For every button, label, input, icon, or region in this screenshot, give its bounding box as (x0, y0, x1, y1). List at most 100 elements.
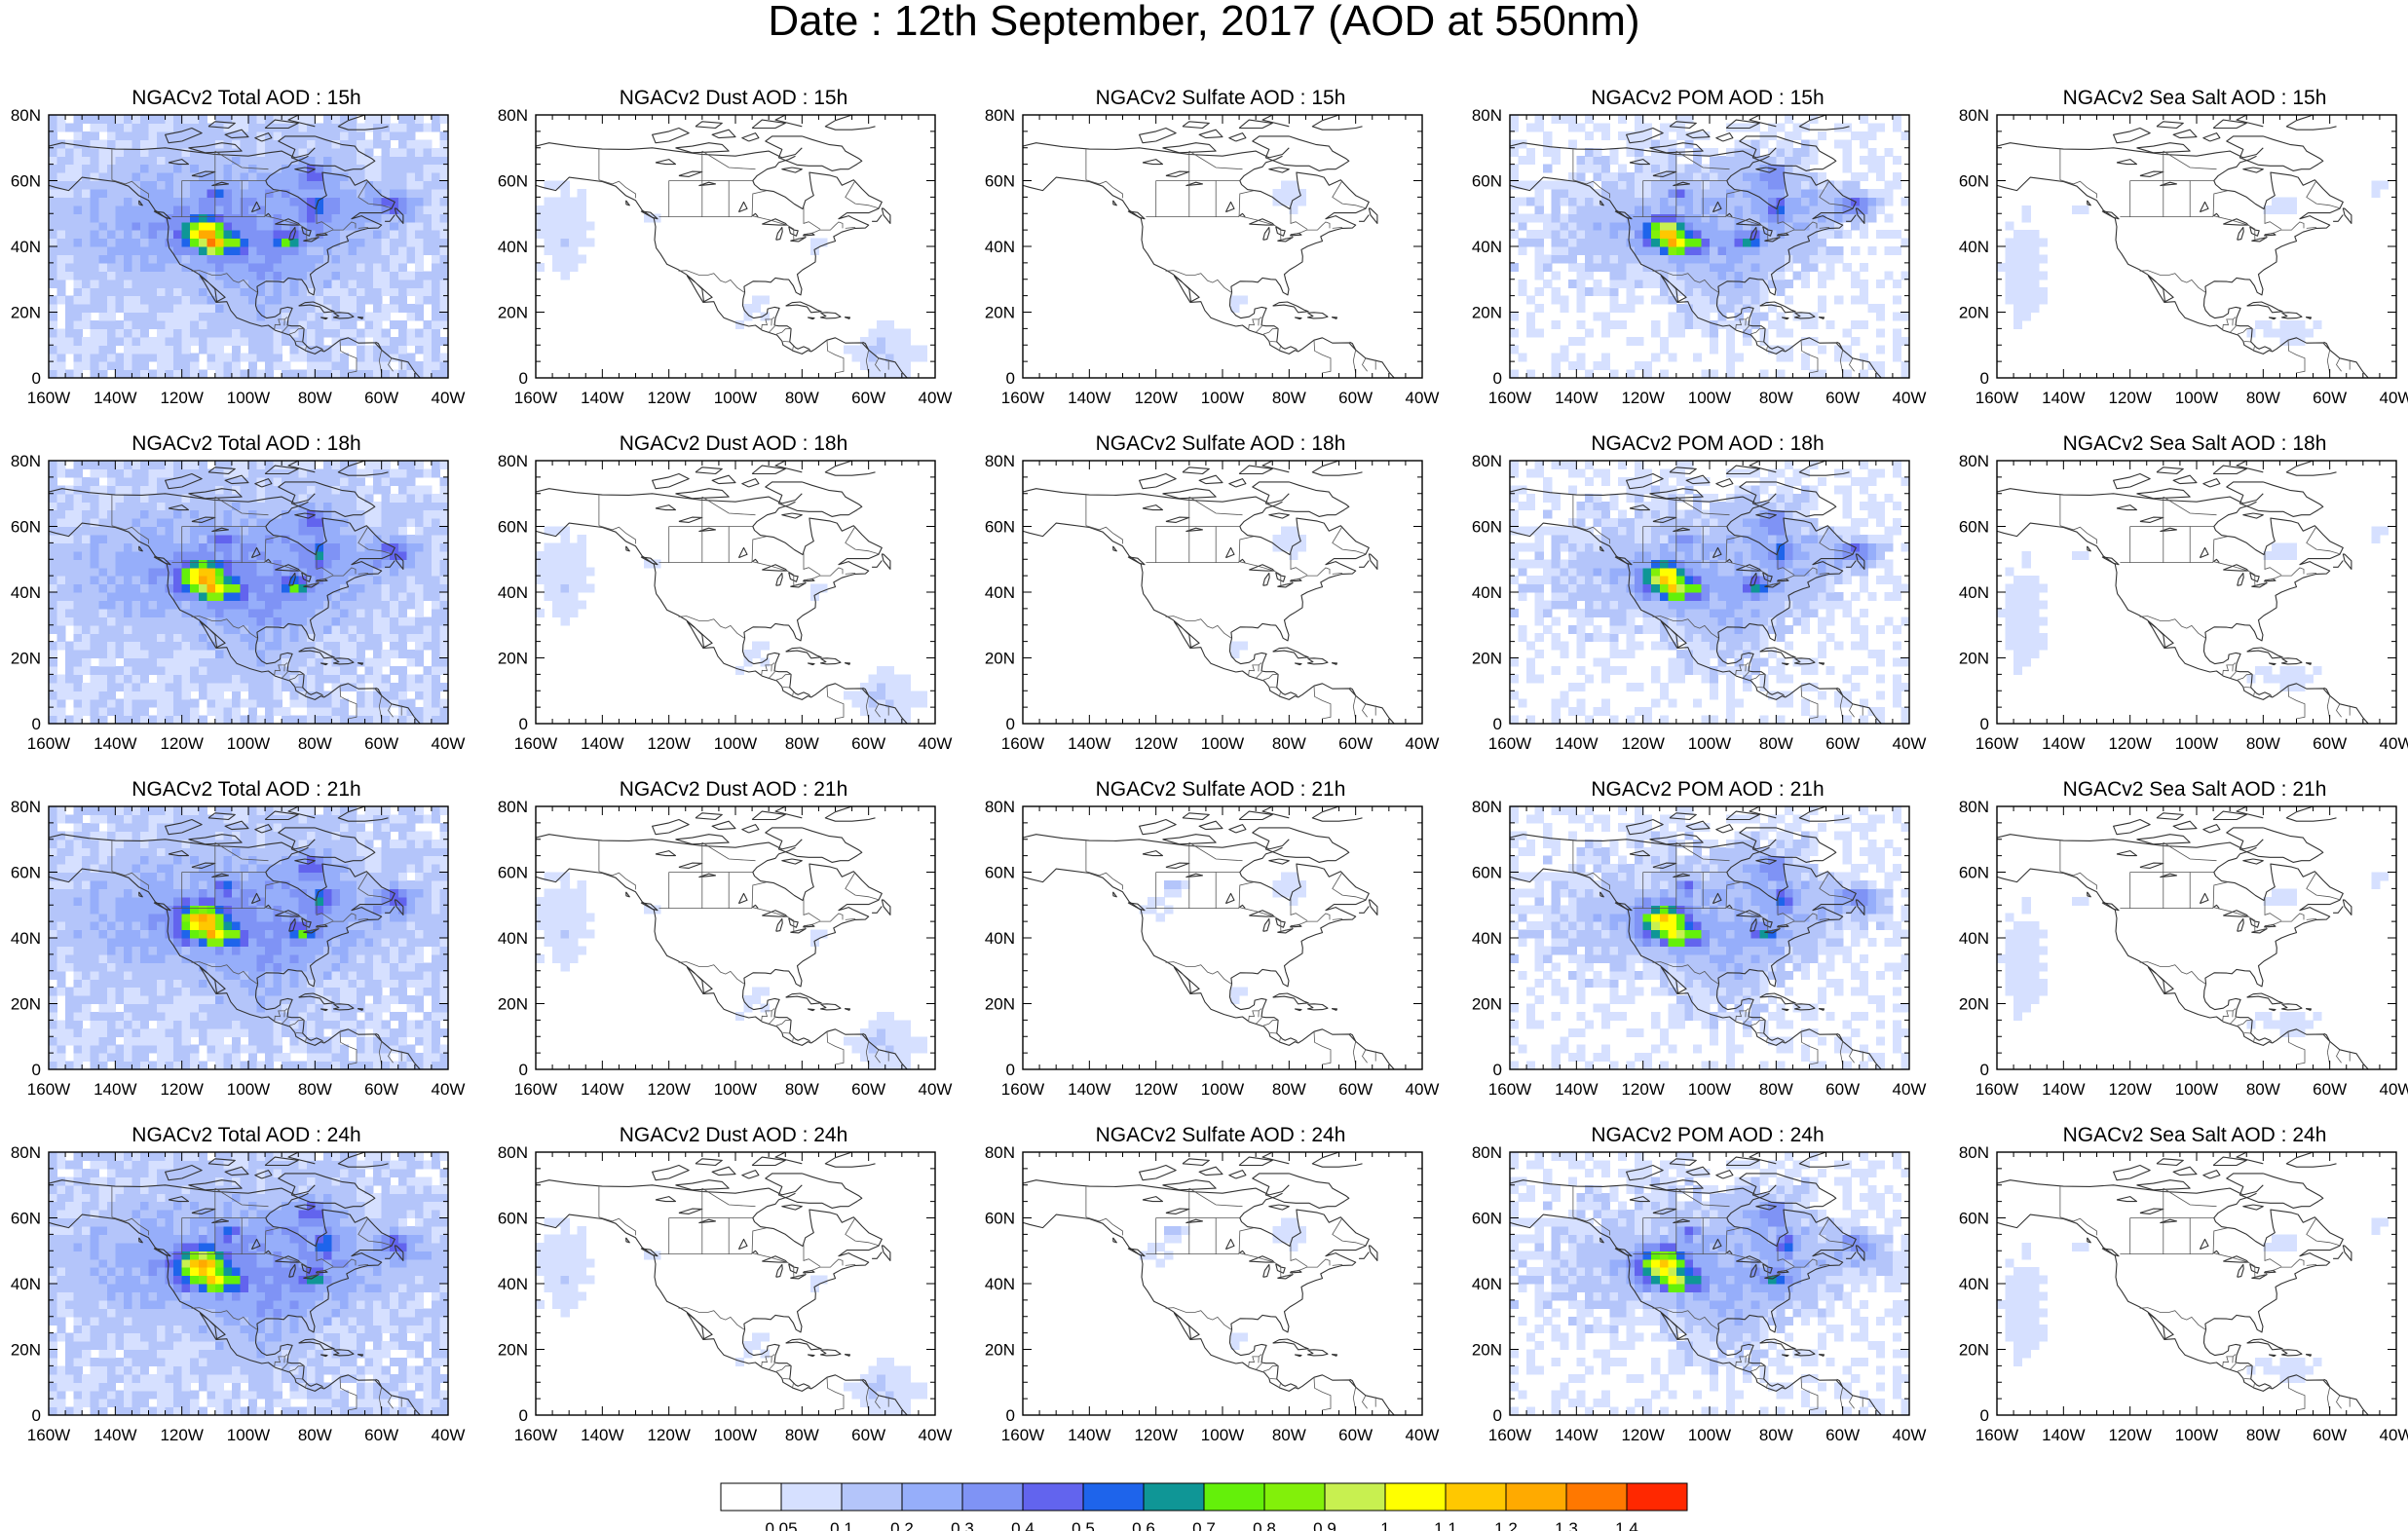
map-panel-sulfate-1: NGACv2 Sulfate AOD : 18h 80N 60N 40N 20N 0 160… (982, 433, 1469, 784)
colorbar-swatch (1263, 1482, 1326, 1512)
colorbar-swatch (1022, 1482, 1084, 1512)
map-panel-pom-3: NGACv2 POM AOD : 24h 80N 60N 40N 20N 0 160W 140… (1469, 1125, 1956, 1475)
lon-tick-label: 60W (1825, 734, 1860, 753)
lon-tick-label: 40W (919, 1080, 953, 1099)
lat-tick-label: 80N (1472, 106, 1502, 125)
lon-tick-label: 80W (298, 1080, 332, 1099)
panel-title: NGACv2 Dust AOD : 18h (619, 432, 848, 455)
lon-tick-label: 100W (2175, 734, 2218, 753)
lat-tick-label: 40N (498, 238, 528, 256)
colorbar-label: 0.7 (1192, 1519, 1216, 1531)
axis-ticks (1509, 805, 1910, 1070)
lon-tick-label: 100W (2175, 1080, 2218, 1099)
map-frame (1996, 1151, 2397, 1416)
lon-tick-label: 60W (1338, 389, 1373, 407)
aod-field (1139, 872, 1307, 1005)
lon-tick-label: 80W (2246, 734, 2280, 753)
axis-ticks (1022, 1151, 1423, 1416)
lat-tick-label: 20N (1472, 304, 1502, 322)
map-panel-seasalt-3: NGACv2 Sea Salt AOD : 24h 80N 60N 40N 20N 0 16… (1956, 1125, 2408, 1475)
aod-field (1997, 872, 2389, 1037)
aod-field (1510, 115, 1909, 378)
lat-tick-label: 60N (498, 1210, 528, 1228)
colorbar-swatch (1565, 1482, 1628, 1512)
lat-tick-label: 0 (1980, 369, 1989, 388)
lon-tick-label: 120W (160, 389, 203, 407)
lon-tick-label: 100W (1201, 734, 1244, 753)
lat-tick-label: 80N (11, 798, 41, 816)
colorbar-swatch (1324, 1482, 1386, 1512)
map-frame (1022, 1151, 1423, 1416)
lon-tick-label: 120W (2108, 734, 2151, 753)
lon-tick-label: 120W (2108, 1426, 2151, 1444)
lon-tick-label: 40W (2380, 1080, 2408, 1099)
map-panel-dust-1: NGACv2 Dust AOD : 18h 80N 60N 40N 20N 0 160W 14… (495, 433, 982, 784)
colorbar-swatch (720, 1482, 782, 1512)
axis-ticks (1996, 1151, 2397, 1416)
map-panel-sulfate-2: NGACv2 Sulfate AOD : 21h 80N 60N 40N 20N 0 160… (982, 779, 1469, 1130)
lon-tick-label: 100W (2175, 389, 2218, 407)
lon-tick-label: 160W (27, 389, 70, 407)
lat-tick-label: 80N (985, 452, 1015, 470)
axis-ticks (1509, 1151, 1910, 1416)
lat-tick-label: 60N (1959, 864, 1989, 882)
map-panel-seasalt-1: NGACv2 Sea Salt AOD : 18h 80N 60N 40N 20N 0 16… (1956, 433, 2408, 784)
colorbar-swatch (1082, 1482, 1145, 1512)
lon-tick-label: 60W (1825, 389, 1860, 407)
lon-tick-label: 120W (160, 734, 203, 753)
lat-tick-label: 60N (498, 864, 528, 882)
lat-tick-label: 0 (519, 369, 528, 388)
coastlines (1997, 806, 2369, 1069)
aod-field (536, 872, 928, 1069)
colorbar-swatch (1445, 1482, 1507, 1512)
lon-tick-label: 140W (1555, 389, 1598, 407)
aod-field (1997, 1217, 2389, 1383)
axis-ticks (48, 1151, 449, 1416)
lon-tick-label: 160W (1001, 1426, 1044, 1444)
lat-tick-label: 20N (498, 304, 528, 322)
lat-tick-label: 20N (985, 1341, 1015, 1360)
lon-tick-label: 60W (364, 1426, 398, 1444)
lon-tick-label: 40W (1893, 1426, 1927, 1444)
lon-tick-label: 160W (1975, 1426, 2018, 1444)
panel-title: NGACv2 Sulfate AOD : 18h (1095, 432, 1346, 455)
coastlines (1023, 806, 1395, 1069)
lon-tick-label: 80W (785, 389, 819, 407)
map-panel-pom-1: NGACv2 POM AOD : 18h 80N 60N 40N 20N 0 160W 140… (1469, 433, 1956, 784)
lat-tick-label: 40N (1472, 929, 1502, 948)
lon-tick-label: 40W (432, 734, 466, 753)
lon-tick-label: 40W (2380, 1426, 2408, 1444)
panel-title: NGACv2 POM AOD : 21h (1591, 778, 1825, 801)
lon-tick-label: 100W (1688, 1080, 1731, 1099)
aod-field (1510, 806, 1909, 1069)
lon-tick-label: 160W (1975, 734, 2018, 753)
coastlines (536, 115, 908, 378)
political-borders (1085, 1186, 1376, 1415)
panel-title: NGACv2 Sea Salt AOD : 18h (2062, 432, 2327, 455)
lon-tick-label: 60W (1338, 734, 1373, 753)
lon-tick-label: 140W (1068, 389, 1110, 407)
lat-tick-label: 80N (1959, 452, 1989, 470)
lon-tick-label: 40W (1893, 734, 1927, 753)
lon-tick-label: 100W (227, 1426, 270, 1444)
lon-tick-label: 120W (1621, 1426, 1664, 1444)
lon-tick-label: 140W (1068, 1426, 1110, 1444)
lon-tick-label: 160W (1488, 1080, 1531, 1099)
lon-tick-label: 80W (1272, 1080, 1306, 1099)
map-frame (1996, 805, 2397, 1070)
colorbar-label: 0.2 (890, 1519, 914, 1531)
lon-tick-label: 80W (1759, 1426, 1793, 1444)
political-borders (598, 149, 889, 378)
axis-ticks (535, 114, 936, 379)
lat-tick-label: 80N (498, 1143, 528, 1162)
colorbar-swatch (1384, 1482, 1447, 1512)
coastlines (49, 1152, 421, 1415)
lon-tick-label: 140W (1068, 734, 1110, 753)
aod-field (1510, 461, 1909, 724)
lat-tick-label: 20N (1959, 650, 1989, 668)
